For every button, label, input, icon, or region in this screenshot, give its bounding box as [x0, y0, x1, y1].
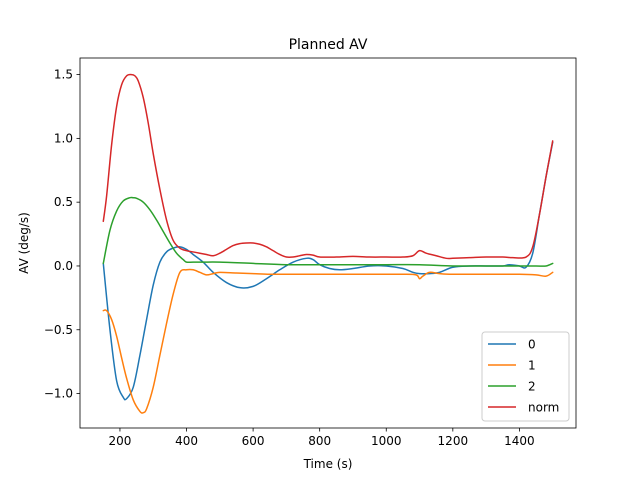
x-tick-label: 200	[108, 434, 131, 448]
legend-items: 0 1 2 norm	[488, 338, 559, 415]
x-tick-label: 1000	[371, 434, 402, 448]
chart-title: Planned AV	[289, 37, 368, 53]
x-axis-label: Time (s)	[303, 457, 353, 471]
y-tick-label: 1.0	[54, 131, 73, 145]
y-tick-label: 0.0	[54, 259, 73, 273]
legend-label-0: 0	[528, 338, 536, 352]
plot-lines	[102, 73, 554, 414]
legend-label-1: 1	[528, 359, 536, 373]
y-axis: −1.0 −0.5 0.0 0.5 1.0 1.5	[44, 68, 80, 401]
x-axis: 200 400 600 800 1000 1200 1400	[108, 428, 535, 448]
legend-label-norm: norm	[528, 401, 559, 415]
y-tick-label: 0.5	[54, 195, 73, 209]
series-line-norm	[102, 73, 554, 260]
x-tick-label: 1200	[438, 434, 469, 448]
series-line-1	[102, 268, 554, 414]
y-tick-label: 1.5	[54, 68, 73, 82]
y-tick-label: −0.5	[44, 323, 73, 337]
x-tick-label: 600	[242, 434, 265, 448]
y-tick-label: −1.0	[44, 387, 73, 401]
legend-label-2: 2	[528, 380, 536, 394]
x-tick-label: 800	[308, 434, 331, 448]
legend: 0 1 2 norm	[481, 331, 570, 422]
legend-box	[481, 331, 570, 422]
x-tick-label: 400	[175, 434, 198, 448]
x-tick-label: 1400	[504, 434, 535, 448]
plot-frame	[79, 57, 577, 429]
y-axis-label: AV (deg/s)	[17, 212, 31, 274]
series-line-2	[102, 196, 554, 267]
